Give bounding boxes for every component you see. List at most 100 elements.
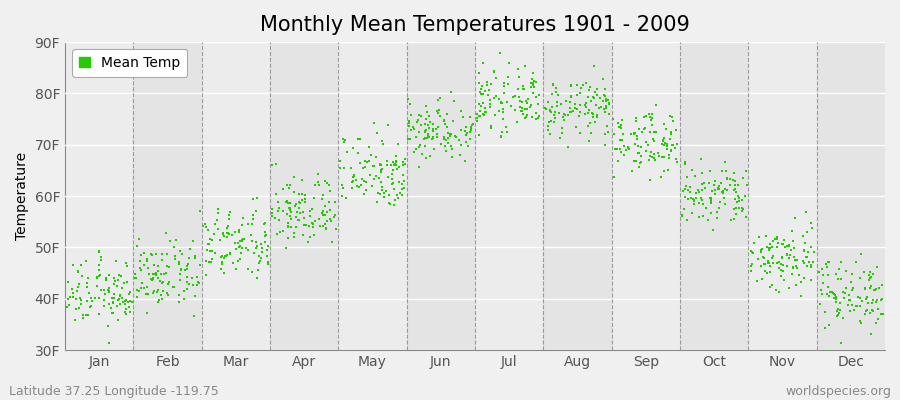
Point xyxy=(351,136,365,142)
Point xyxy=(493,49,508,56)
Point xyxy=(390,192,404,198)
Point xyxy=(798,209,813,216)
Point xyxy=(602,100,616,106)
Point xyxy=(800,229,814,236)
Point xyxy=(616,143,631,149)
Point xyxy=(871,316,886,322)
Point xyxy=(374,187,389,193)
Point xyxy=(445,146,459,152)
Point xyxy=(217,255,231,261)
Point xyxy=(287,174,302,180)
Point xyxy=(739,214,753,220)
Point xyxy=(822,293,836,300)
Point xyxy=(362,158,376,164)
Point xyxy=(716,190,731,196)
Point xyxy=(518,63,532,69)
Point xyxy=(293,200,308,207)
Point xyxy=(246,212,260,218)
Point xyxy=(658,140,672,146)
Point xyxy=(116,280,130,286)
Point xyxy=(796,275,811,281)
Point xyxy=(830,313,844,319)
Point xyxy=(550,103,564,109)
Point xyxy=(369,173,383,180)
Point xyxy=(705,188,719,195)
Point xyxy=(89,283,104,289)
Point xyxy=(431,124,446,130)
Point xyxy=(167,252,182,259)
Point xyxy=(638,138,652,145)
Point xyxy=(312,182,327,188)
Point xyxy=(714,180,728,186)
Point xyxy=(258,238,273,245)
Point xyxy=(122,291,137,297)
Point xyxy=(863,268,878,275)
Point xyxy=(281,224,295,230)
Point xyxy=(392,141,406,147)
Point xyxy=(687,198,701,204)
Point xyxy=(598,102,613,109)
Point xyxy=(829,294,843,300)
Point xyxy=(310,171,325,178)
Point xyxy=(133,285,148,292)
Point xyxy=(598,109,612,115)
Point xyxy=(798,253,813,260)
Point xyxy=(272,205,286,211)
Point xyxy=(161,292,176,298)
Point xyxy=(120,279,134,286)
Point xyxy=(118,308,132,315)
Point xyxy=(631,150,645,156)
Point xyxy=(822,258,836,265)
Point xyxy=(403,135,418,142)
Point xyxy=(223,250,238,256)
Point xyxy=(782,242,796,248)
Point xyxy=(670,141,684,148)
Point xyxy=(642,156,656,163)
Point xyxy=(859,296,873,302)
Point xyxy=(816,280,831,286)
Point xyxy=(220,234,235,240)
Point xyxy=(634,144,648,150)
Point xyxy=(654,174,669,180)
Point xyxy=(213,266,228,272)
Point xyxy=(260,261,274,268)
Point xyxy=(172,261,186,267)
Point xyxy=(851,294,866,300)
Point xyxy=(774,267,788,273)
Point xyxy=(418,128,432,134)
Point xyxy=(718,186,733,192)
Point xyxy=(607,174,621,180)
Point xyxy=(662,155,676,162)
Point xyxy=(381,122,395,128)
Point xyxy=(737,193,751,199)
Point xyxy=(696,212,710,219)
Point xyxy=(580,80,594,86)
Point xyxy=(524,80,538,86)
Point xyxy=(241,266,256,272)
Point xyxy=(526,70,541,76)
Point xyxy=(236,215,250,221)
Point xyxy=(452,136,466,143)
Point xyxy=(487,95,501,101)
Point xyxy=(544,118,558,124)
Point xyxy=(364,152,378,159)
Point xyxy=(598,93,612,100)
Point xyxy=(318,212,332,218)
Point xyxy=(248,208,263,215)
Point xyxy=(557,117,572,123)
Point xyxy=(783,251,797,258)
Point xyxy=(701,216,716,223)
Point xyxy=(644,154,659,160)
Point xyxy=(818,308,832,315)
Point xyxy=(573,102,588,108)
Point xyxy=(695,170,709,176)
Point xyxy=(782,242,796,249)
Point xyxy=(761,260,776,266)
Point xyxy=(208,250,222,257)
Point xyxy=(439,137,454,144)
Point xyxy=(712,186,726,192)
Point xyxy=(175,251,189,257)
Point xyxy=(665,114,680,120)
Point xyxy=(768,236,782,242)
Point xyxy=(777,277,791,284)
